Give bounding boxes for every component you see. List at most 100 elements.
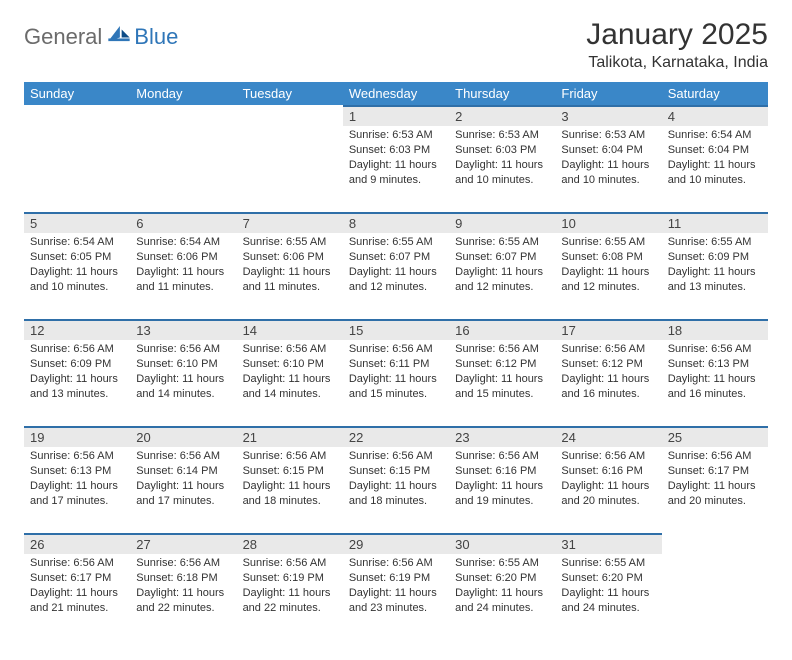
weekday-header: Thursday [449, 82, 555, 105]
daylight-line: Daylight: 11 hours and 24 minutes. [455, 587, 543, 614]
day-detail-cell: Sunrise: 6:56 AMSunset: 6:14 PMDaylight:… [130, 447, 236, 533]
day-number: 19 [24, 426, 130, 447]
day-number: 13 [130, 319, 236, 340]
sunrise-line: Sunrise: 6:56 AM [243, 343, 327, 355]
day-number-cell: 28 [237, 533, 343, 554]
weekday-header: Sunday [24, 82, 130, 105]
day-detail-cell: Sunrise: 6:56 AMSunset: 6:17 PMDaylight:… [662, 447, 768, 533]
day-detail-row: Sunrise: 6:56 AMSunset: 6:09 PMDaylight:… [24, 340, 768, 426]
day-number: 3 [555, 105, 661, 126]
empty-cell [237, 105, 343, 126]
day-detail: Sunrise: 6:56 AMSunset: 6:10 PMDaylight:… [237, 340, 343, 405]
day-detail-cell: Sunrise: 6:56 AMSunset: 6:10 PMDaylight:… [130, 340, 236, 426]
daylight-line: Daylight: 11 hours and 21 minutes. [30, 587, 118, 614]
sunrise-line: Sunrise: 6:55 AM [349, 236, 433, 248]
weekday-header: Tuesday [237, 82, 343, 105]
logo: General Blue [24, 24, 178, 50]
day-detail-cell: Sunrise: 6:54 AMSunset: 6:06 PMDaylight:… [130, 233, 236, 319]
day-number-cell: 20 [130, 426, 236, 447]
daylight-line: Daylight: 11 hours and 11 minutes. [136, 266, 224, 293]
sunrise-line: Sunrise: 6:54 AM [668, 129, 752, 141]
sunset-line: Sunset: 6:07 PM [455, 251, 536, 263]
day-detail-cell: Sunrise: 6:56 AMSunset: 6:19 PMDaylight:… [343, 554, 449, 640]
daylight-line: Daylight: 11 hours and 18 minutes. [243, 480, 331, 507]
empty-cell [24, 105, 130, 126]
sunrise-line: Sunrise: 6:55 AM [243, 236, 327, 248]
day-detail-cell: Sunrise: 6:54 AMSunset: 6:05 PMDaylight:… [24, 233, 130, 319]
sunset-line: Sunset: 6:06 PM [243, 251, 324, 263]
sunrise-line: Sunrise: 6:56 AM [668, 343, 752, 355]
sunrise-line: Sunrise: 6:56 AM [349, 343, 433, 355]
sunrise-line: Sunrise: 6:56 AM [561, 343, 645, 355]
sunrise-line: Sunrise: 6:56 AM [243, 450, 327, 462]
sunset-line: Sunset: 6:13 PM [668, 358, 749, 370]
day-number-row: 1234 [24, 105, 768, 126]
daylight-line: Daylight: 11 hours and 16 minutes. [668, 373, 756, 400]
sunset-line: Sunset: 6:20 PM [561, 572, 642, 584]
sunrise-line: Sunrise: 6:55 AM [455, 236, 539, 248]
sunrise-line: Sunrise: 6:53 AM [455, 129, 539, 141]
day-number-cell: 10 [555, 212, 661, 233]
day-number-cell: 17 [555, 319, 661, 340]
day-number-cell: 29 [343, 533, 449, 554]
day-number: 26 [24, 533, 130, 554]
day-detail-cell: Sunrise: 6:55 AMSunset: 6:20 PMDaylight:… [555, 554, 661, 640]
day-detail-cell: Sunrise: 6:56 AMSunset: 6:13 PMDaylight:… [24, 447, 130, 533]
day-number-cell: 8 [343, 212, 449, 233]
daylight-line: Daylight: 11 hours and 22 minutes. [136, 587, 224, 614]
sunrise-line: Sunrise: 6:54 AM [136, 236, 220, 248]
day-number-row: 19202122232425 [24, 426, 768, 447]
day-detail-cell: Sunrise: 6:56 AMSunset: 6:17 PMDaylight:… [24, 554, 130, 640]
sunset-line: Sunset: 6:16 PM [455, 465, 536, 477]
sunrise-line: Sunrise: 6:56 AM [30, 343, 114, 355]
weekday-header: Friday [555, 82, 661, 105]
sunset-line: Sunset: 6:19 PM [243, 572, 324, 584]
daylight-line: Daylight: 11 hours and 19 minutes. [455, 480, 543, 507]
logo-sail-icon [108, 26, 130, 42]
daylight-line: Daylight: 11 hours and 22 minutes. [243, 587, 331, 614]
day-detail-cell: Sunrise: 6:55 AMSunset: 6:20 PMDaylight:… [449, 554, 555, 640]
day-detail-row: Sunrise: 6:53 AMSunset: 6:03 PMDaylight:… [24, 126, 768, 212]
sunset-line: Sunset: 6:20 PM [455, 572, 536, 584]
day-detail-cell: Sunrise: 6:56 AMSunset: 6:18 PMDaylight:… [130, 554, 236, 640]
day-number: 18 [662, 319, 768, 340]
day-detail-cell: Sunrise: 6:55 AMSunset: 6:06 PMDaylight:… [237, 233, 343, 319]
day-detail-cell: Sunrise: 6:56 AMSunset: 6:15 PMDaylight:… [237, 447, 343, 533]
daylight-line: Daylight: 11 hours and 12 minutes. [455, 266, 543, 293]
day-number-cell: 2 [449, 105, 555, 126]
day-detail-cell: Sunrise: 6:56 AMSunset: 6:15 PMDaylight:… [343, 447, 449, 533]
day-detail-row: Sunrise: 6:56 AMSunset: 6:13 PMDaylight:… [24, 447, 768, 533]
logo-text-blue: Blue [134, 24, 178, 50]
day-number-cell: 13 [130, 319, 236, 340]
sunrise-line: Sunrise: 6:54 AM [30, 236, 114, 248]
day-number-cell: 1 [343, 105, 449, 126]
day-number: 9 [449, 212, 555, 233]
calendar-page: General Blue January 2025 Talikota, Karn… [0, 0, 792, 660]
day-detail-cell: Sunrise: 6:56 AMSunset: 6:09 PMDaylight:… [24, 340, 130, 426]
sunset-line: Sunset: 6:12 PM [561, 358, 642, 370]
weekday-header: Saturday [662, 82, 768, 105]
day-detail-cell: Sunrise: 6:55 AMSunset: 6:08 PMDaylight:… [555, 233, 661, 319]
sunrise-line: Sunrise: 6:53 AM [561, 129, 645, 141]
daylight-line: Daylight: 11 hours and 9 minutes. [349, 159, 437, 186]
daylight-line: Daylight: 11 hours and 10 minutes. [455, 159, 543, 186]
day-number: 14 [237, 319, 343, 340]
day-detail: Sunrise: 6:54 AMSunset: 6:06 PMDaylight:… [130, 233, 236, 298]
sunrise-line: Sunrise: 6:56 AM [561, 450, 645, 462]
day-number-cell: 22 [343, 426, 449, 447]
day-number-cell: 24 [555, 426, 661, 447]
day-number-cell: 14 [237, 319, 343, 340]
day-detail: Sunrise: 6:56 AMSunset: 6:19 PMDaylight:… [343, 554, 449, 619]
daylight-line: Daylight: 11 hours and 15 minutes. [455, 373, 543, 400]
daylight-line: Daylight: 11 hours and 15 minutes. [349, 373, 437, 400]
day-detail-cell: Sunrise: 6:56 AMSunset: 6:16 PMDaylight:… [449, 447, 555, 533]
sunset-line: Sunset: 6:10 PM [136, 358, 217, 370]
weekday-header-row: SundayMondayTuesdayWednesdayThursdayFrid… [24, 82, 768, 105]
day-detail: Sunrise: 6:56 AMSunset: 6:12 PMDaylight:… [555, 340, 661, 405]
empty-cell [130, 105, 236, 126]
day-detail-cell: Sunrise: 6:55 AMSunset: 6:07 PMDaylight:… [343, 233, 449, 319]
sunrise-line: Sunrise: 6:55 AM [561, 557, 645, 569]
sunrise-line: Sunrise: 6:53 AM [349, 129, 433, 141]
day-number: 20 [130, 426, 236, 447]
day-detail-cell: Sunrise: 6:56 AMSunset: 6:16 PMDaylight:… [555, 447, 661, 533]
